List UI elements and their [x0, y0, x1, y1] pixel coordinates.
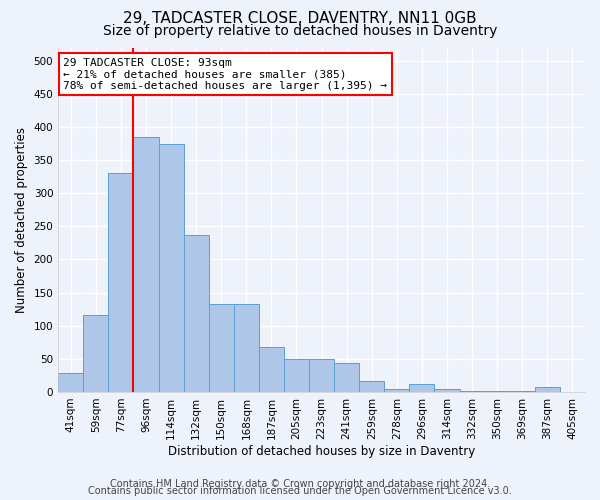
Bar	[184, 235, 209, 392]
Text: Size of property relative to detached houses in Daventry: Size of property relative to detached ho…	[103, 24, 497, 38]
Text: 29, TADCASTER CLOSE, DAVENTRY, NN11 0GB: 29, TADCASTER CLOSE, DAVENTRY, NN11 0GB	[123, 11, 477, 26]
Bar	[385, 388, 409, 392]
Bar	[434, 388, 460, 392]
Bar	[58, 374, 83, 392]
Bar	[209, 304, 234, 392]
Bar	[409, 384, 434, 392]
Text: Contains public sector information licensed under the Open Government Licence v3: Contains public sector information licen…	[88, 486, 512, 496]
Bar	[133, 137, 158, 392]
Y-axis label: Number of detached properties: Number of detached properties	[15, 126, 28, 312]
X-axis label: Distribution of detached houses by size in Daventry: Distribution of detached houses by size …	[168, 444, 475, 458]
Bar	[83, 315, 109, 392]
Bar	[359, 380, 385, 392]
Bar	[334, 364, 359, 392]
Text: Contains HM Land Registry data © Crown copyright and database right 2024.: Contains HM Land Registry data © Crown c…	[110, 479, 490, 489]
Bar	[234, 304, 259, 392]
Bar	[109, 174, 133, 392]
Bar	[259, 347, 284, 392]
Bar	[284, 359, 309, 392]
Bar	[535, 388, 560, 392]
Text: 29 TADCASTER CLOSE: 93sqm
← 21% of detached houses are smaller (385)
78% of semi: 29 TADCASTER CLOSE: 93sqm ← 21% of detac…	[64, 58, 388, 91]
Bar	[158, 144, 184, 392]
Bar	[309, 359, 334, 392]
